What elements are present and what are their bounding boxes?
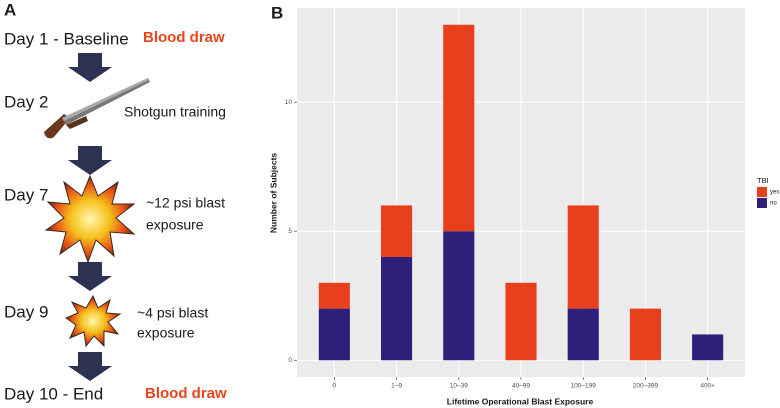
panel-label: B [271, 3, 283, 22]
y-tick-label: 0 [288, 357, 292, 364]
legend-label: no [770, 201, 777, 207]
bar [567, 205, 599, 309]
x-tick-label: 1–9 [391, 383, 402, 390]
blood-draw: Blood draw [143, 29, 225, 46]
y-axis-title: Number of Subjects [268, 153, 278, 234]
x-tick-label: 10–39 [450, 383, 468, 390]
bar [505, 282, 537, 361]
y-tick-label: 5 [288, 228, 292, 235]
bar [381, 257, 413, 361]
bar [629, 308, 661, 361]
x-tick-label: 400+ [700, 383, 715, 390]
step-event: ~12 psi blast [146, 195, 225, 211]
x-tick-label: 200–399 [633, 383, 659, 390]
arrows [68, 53, 112, 381]
bar [318, 308, 350, 361]
x-tick-label: 40–99 [512, 383, 530, 390]
bar [443, 24, 475, 232]
bar [692, 334, 724, 361]
bar [318, 282, 350, 309]
legend-label: yes [770, 190, 779, 196]
x-axis-title: Lifetime Operational Blast Exposure [447, 396, 594, 406]
step-day: Day 9 [4, 302, 48, 321]
step-event: Shotgun training [124, 104, 226, 120]
explosion [44, 174, 136, 264]
panel-label: A [4, 0, 16, 19]
legend-swatch [757, 198, 767, 208]
shotgun [44, 78, 150, 139]
x-tick-label: 0 [333, 383, 337, 390]
step-day: Day 10 - End [4, 384, 103, 403]
legend-swatch [757, 187, 767, 197]
explosion [64, 294, 122, 348]
step-day: Day 1 - Baseline [4, 29, 129, 48]
legend-title: TBI [757, 176, 769, 185]
step-event: exposure [146, 217, 204, 233]
step-event: exposure [137, 325, 195, 341]
x-tick-label: 100–199 [571, 383, 597, 390]
bar [381, 205, 413, 258]
blood-draw: Blood draw [145, 385, 227, 402]
step-day: Day 2 [4, 92, 48, 111]
step-event: ~4 psi blast [137, 305, 208, 321]
bar [567, 308, 599, 361]
step-day: Day 7 [4, 185, 48, 204]
panel-a: A Day 1 - Baseline Blood draw Day 2 Shot… [4, 0, 227, 403]
bar [443, 231, 475, 361]
y-tick-label: 10 [285, 99, 293, 106]
